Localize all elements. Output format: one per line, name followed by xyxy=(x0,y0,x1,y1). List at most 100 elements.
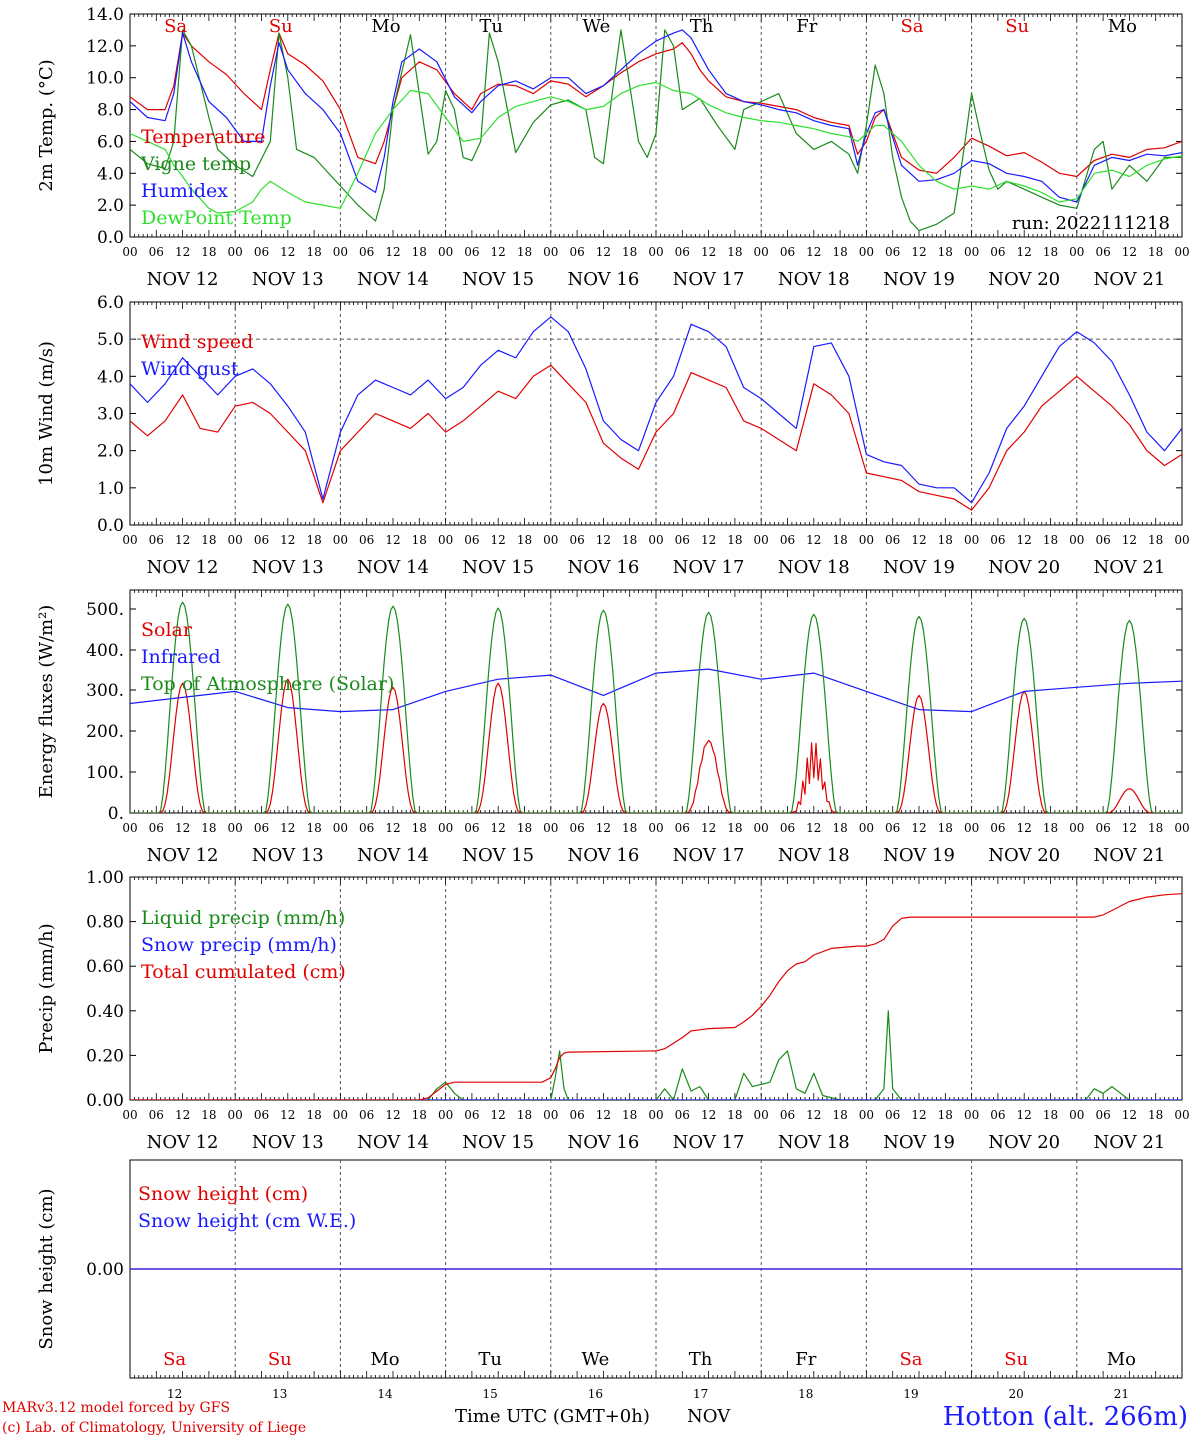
hour-label: 00 xyxy=(333,821,348,835)
date-label: NOV 21 xyxy=(1093,845,1165,866)
hour-label: 18 xyxy=(201,821,216,835)
plot-frame xyxy=(129,13,1183,238)
hour-label: 18 xyxy=(517,245,532,259)
hour-label: 00 xyxy=(964,533,979,547)
hour-label: 18 xyxy=(727,821,742,835)
legend-entry: Wind speed xyxy=(141,331,253,353)
date-label: NOV 14 xyxy=(357,557,429,578)
hour-label: 00 xyxy=(122,821,137,835)
date-label: NOV 17 xyxy=(673,1132,745,1153)
hour-label: 06 xyxy=(780,533,795,547)
hour-label: 12 xyxy=(596,533,611,547)
date-label: NOV 14 xyxy=(357,845,429,866)
hour-label: 18 xyxy=(306,1108,321,1122)
hour-label: 12 xyxy=(911,245,926,259)
y-tick-label: 100. xyxy=(86,763,124,783)
hour-label: 06 xyxy=(569,533,584,547)
weekday-label: Tu xyxy=(479,16,503,37)
hour-label: 18 xyxy=(938,245,953,259)
hour-label: 18 xyxy=(1148,821,1163,835)
hour-label: 12 xyxy=(1017,821,1032,835)
hour-label: 18 xyxy=(517,533,532,547)
day-number-label: 17 xyxy=(693,1387,708,1401)
hour-label: 00 xyxy=(964,245,979,259)
hour-label: 00 xyxy=(648,821,663,835)
hour-label: 06 xyxy=(675,245,690,259)
hour-label: 00 xyxy=(754,821,769,835)
day-number-label: 13 xyxy=(272,1387,287,1401)
time-axis-label: Time UTC (GMT+0h) xyxy=(455,1406,650,1427)
hour-label: 06 xyxy=(990,821,1005,835)
weekday-label: Tu xyxy=(478,1349,502,1370)
hour-label: 18 xyxy=(832,245,847,259)
weekday-label: We xyxy=(583,16,611,37)
series-vigne-temp xyxy=(130,29,1182,232)
hour-label: 06 xyxy=(149,533,164,547)
hour-label: 00 xyxy=(1069,1108,1084,1122)
hour-label: 12 xyxy=(596,821,611,835)
hour-label: 00 xyxy=(648,1108,663,1122)
weekday-label: Fr xyxy=(795,1349,816,1370)
hour-label: 18 xyxy=(1043,533,1058,547)
hour-label: 12 xyxy=(911,1108,926,1122)
hour-label: 00 xyxy=(754,533,769,547)
hour-label: 00 xyxy=(543,821,558,835)
day-number-label: 18 xyxy=(798,1387,813,1401)
hour-label: 12 xyxy=(175,821,190,835)
day-number-label: 19 xyxy=(903,1387,918,1401)
hour-label: 18 xyxy=(938,821,953,835)
hour-label: 00 xyxy=(859,821,874,835)
y-tick-label: 0.00 xyxy=(86,1091,124,1111)
date-label: NOV 21 xyxy=(1093,1132,1165,1153)
weekday-label: Su xyxy=(268,1349,292,1370)
hour-label: 06 xyxy=(464,821,479,835)
day-number-label: 16 xyxy=(588,1387,603,1401)
hour-label: 06 xyxy=(254,245,269,259)
hour-label: 00 xyxy=(1174,533,1189,547)
y-tick-label: 10.0 xyxy=(86,69,124,89)
series-group xyxy=(130,316,1182,511)
hour-label: 00 xyxy=(1069,533,1084,547)
y-tick-label: 500. xyxy=(86,600,124,620)
hour-label: 06 xyxy=(675,1108,690,1122)
hour-label: 12 xyxy=(911,821,926,835)
y-tick-label: 4.0 xyxy=(97,164,124,184)
hour-label: 12 xyxy=(280,245,295,259)
hour-label: 00 xyxy=(754,245,769,259)
plot-frame xyxy=(129,589,1183,814)
hour-label: 18 xyxy=(201,1108,216,1122)
y-tick-label: 2.0 xyxy=(97,196,124,216)
date-label: NOV 13 xyxy=(252,557,324,578)
hour-label: 00 xyxy=(228,533,243,547)
y-axis-label: 2m Temp. (°C) xyxy=(36,59,57,191)
date-label: NOV 17 xyxy=(673,269,745,290)
y-tick-label: 3.0 xyxy=(97,405,124,425)
date-label: NOV 19 xyxy=(883,557,955,578)
hour-label: 18 xyxy=(622,1108,637,1122)
date-label: NOV 16 xyxy=(567,845,639,866)
y-tick-label: 0.80 xyxy=(86,913,124,933)
y-axis-label: Energy fluxes (W/m²) xyxy=(36,605,57,799)
legend-entry: Top of Atmosphere (Solar) xyxy=(141,673,394,695)
y-tick-label: 6.0 xyxy=(97,293,124,313)
hour-label: 06 xyxy=(885,1108,900,1122)
date-label: NOV 12 xyxy=(147,269,219,290)
hour-label: 12 xyxy=(1122,1108,1137,1122)
hour-label: 06 xyxy=(885,533,900,547)
hour-label: 12 xyxy=(806,245,821,259)
series-temperature xyxy=(130,32,1182,178)
y-tick-label: 2.0 xyxy=(97,442,124,462)
day-number-label: 20 xyxy=(1009,1387,1024,1401)
y-tick-label: 14.0 xyxy=(86,5,124,25)
y-tick-label: 4.0 xyxy=(97,367,124,387)
hour-label: 06 xyxy=(1095,1108,1110,1122)
hour-label: 12 xyxy=(491,1108,506,1122)
day-number-label: 12 xyxy=(167,1387,182,1401)
date-label: NOV 14 xyxy=(357,269,429,290)
y-tick-label: 1.0 xyxy=(97,479,124,499)
hour-label: 12 xyxy=(385,533,400,547)
hour-label: 12 xyxy=(701,533,716,547)
hour-label: 00 xyxy=(228,1108,243,1122)
date-label: NOV 16 xyxy=(567,1132,639,1153)
weekday-label: Su xyxy=(269,16,293,37)
